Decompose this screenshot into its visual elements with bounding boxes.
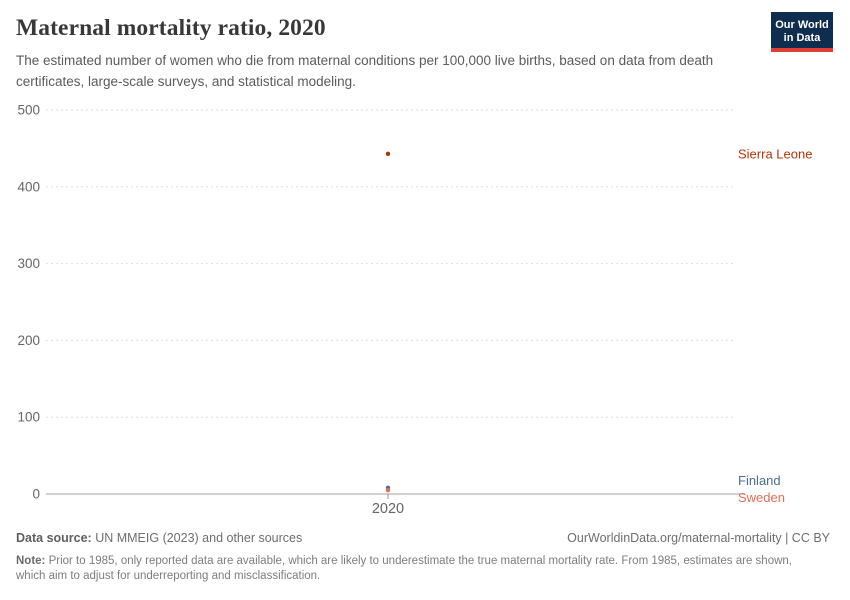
point-sweden[interactable]	[385, 487, 391, 493]
data-source-label: Data source:	[16, 531, 92, 545]
page-title: Maternal mortality ratio, 2020	[16, 15, 326, 41]
entity-label-sierra-leone[interactable]: Sierra Leone	[738, 146, 812, 161]
entity-label-sweden[interactable]: Sweden	[738, 490, 785, 505]
owid-logo-line1: Our World	[775, 19, 829, 31]
point-sierra-leone[interactable]	[385, 151, 391, 156]
owid-logo-line2: in Data	[783, 32, 821, 44]
owid-logo: Our World in Data	[771, 12, 833, 52]
chart-subtitle: The estimated number of women who die fr…	[16, 53, 714, 89]
owid-logo-accent-bar	[771, 48, 833, 52]
y-tick-label-500: 500	[17, 103, 40, 118]
y-tick-label-400: 400	[17, 179, 40, 194]
y-tick-label-200: 200	[17, 333, 40, 348]
note-label: Note:	[16, 555, 46, 567]
data-source-text: UN MMEIG (2023) and other sources	[91, 531, 303, 545]
y-tick-label-100: 100	[17, 410, 40, 425]
data-source: Data source: UN MMEIG (2023) and other s…	[16, 531, 302, 545]
entity-label-finland[interactable]: Finland	[738, 473, 781, 488]
chart-note: Note: Prior to 1985, only reported data …	[16, 554, 817, 584]
note-text: Prior to 1985, only reported data are av…	[16, 555, 792, 582]
license-link[interactable]: OurWorldinData.org/maternal-mortality | …	[567, 531, 830, 545]
x-tick-label: 2020	[372, 501, 404, 517]
chart-footer: Data source: UN MMEIG (2023) and other s…	[16, 531, 830, 545]
y-tick-label-300: 300	[17, 256, 40, 271]
y-tick-label-0: 0	[32, 487, 40, 502]
